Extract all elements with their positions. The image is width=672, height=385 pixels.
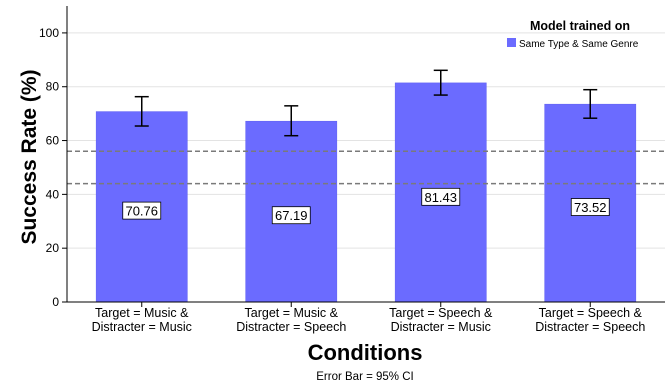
legend-entry: Same Type & Same Genre xyxy=(519,39,639,50)
x-category-labels: Target = Music &Distracter = MusicTarget… xyxy=(92,302,645,334)
y-tick-label: 60 xyxy=(46,134,60,148)
legend-title: Model trained on xyxy=(530,19,630,33)
error-bar xyxy=(583,88,598,119)
error-bar xyxy=(284,105,299,137)
x-category-label: Distracter = Speech xyxy=(236,320,346,334)
reference-lines xyxy=(67,150,665,185)
data-labels: 70.76 67.19 81.43 73.52 xyxy=(122,187,610,225)
data-label-box xyxy=(122,201,162,220)
x-category-label: Target = Music & xyxy=(245,306,339,320)
data-label-box xyxy=(421,187,461,206)
y-tick-label: 0 xyxy=(52,295,59,309)
x-category-label: Distracter = Music xyxy=(391,320,491,334)
data-label-box xyxy=(570,198,610,216)
data-label-text: 73.52 xyxy=(574,200,607,215)
y-tick-label: 40 xyxy=(46,187,60,201)
x-category-label: Target = Speech & xyxy=(389,306,493,320)
data-label: 70.76 xyxy=(122,201,162,220)
error-bar xyxy=(433,69,448,96)
data-label-box xyxy=(271,206,311,225)
y-tick-label: 80 xyxy=(46,80,60,94)
data-label-text: 70.76 xyxy=(125,204,158,219)
y-axis-title: Success Rate (%) xyxy=(18,69,41,244)
data-label-text: 81.43 xyxy=(424,190,457,205)
bars xyxy=(95,82,637,303)
data-label-text: 67.19 xyxy=(275,208,308,223)
footnote: Error Bar = 95% CI xyxy=(316,371,413,383)
x-category-label: Target = Music & xyxy=(95,306,189,320)
y-tick-label: 100 xyxy=(39,26,59,40)
data-label: 73.52 xyxy=(570,198,610,216)
error-bar xyxy=(134,95,149,127)
data-label: 81.43 xyxy=(421,187,461,206)
x-axis-title: Conditions xyxy=(308,340,423,365)
y-tick-label: 20 xyxy=(46,241,60,255)
data-label: 67.19 xyxy=(271,206,311,225)
error-bars xyxy=(134,69,598,137)
axes xyxy=(66,6,665,303)
x-category-label: Distracter = Speech xyxy=(535,320,645,334)
legend: Model trained on Same Type & Same Genre xyxy=(507,19,639,50)
y-tick-labels: 0 20 40 60 80 100 xyxy=(39,26,67,309)
legend-swatch xyxy=(507,38,516,47)
x-category-label: Distracter = Music xyxy=(92,320,192,334)
x-category-label: Target = Speech & xyxy=(539,306,643,320)
